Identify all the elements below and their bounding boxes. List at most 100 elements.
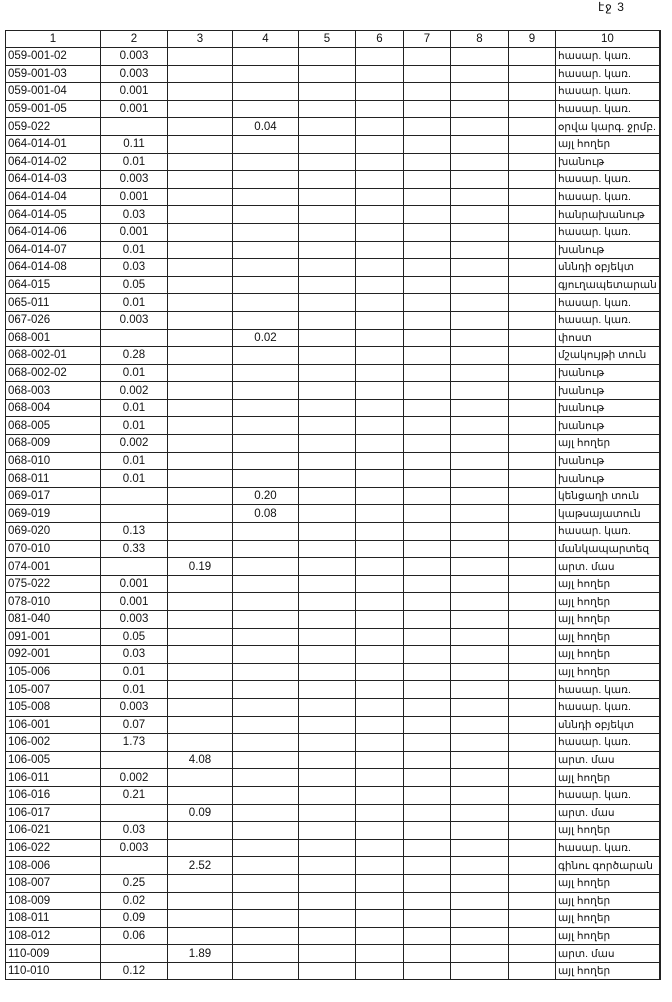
cell-col-1: 064-014-06 [5, 222, 101, 242]
cell-col-9 [508, 170, 556, 189]
cell-col-8 [450, 750, 509, 770]
cell-col-2 [100, 750, 168, 770]
cell-col-3 [167, 451, 233, 471]
cell-col-4 [232, 293, 299, 312]
cell-col-1: 064-014-04 [5, 187, 101, 207]
cell-col-8 [450, 99, 509, 119]
cell-col-10: այլ հողեր [554, 821, 661, 840]
cell-col-8 [450, 557, 509, 576]
table-row: 110-009 1.89 արտ. մաս [5, 944, 661, 963]
cell-col-5 [298, 557, 356, 576]
cell-col-1: 105-006 [5, 662, 101, 682]
cell-col-1: 106-002 [5, 733, 101, 752]
cell-col-5 [298, 328, 356, 348]
cell-col-8 [450, 205, 509, 224]
cell-col-9 [508, 504, 556, 524]
cell-col-5 [298, 873, 356, 893]
cell-col-1: 069-017 [5, 486, 101, 506]
cell-col-2: 0.09 [100, 909, 168, 928]
cell-col-7 [403, 310, 451, 330]
cell-col-9 [508, 522, 556, 541]
cell-col-4 [232, 99, 299, 119]
cell-col-8 [450, 64, 509, 84]
cell-col-10: հասար. կառ. [554, 293, 661, 312]
cell-col-3 [167, 310, 233, 330]
cell-col-6 [355, 434, 404, 453]
cell-col-5 [298, 486, 356, 506]
cell-col-3 [167, 47, 233, 66]
cell-col-5 [298, 909, 356, 928]
cell-col-7 [403, 873, 451, 893]
cell-col-1: 064-014-02 [5, 152, 101, 172]
cell-col-10: այլ հողեր [554, 574, 661, 594]
cell-col-9 [508, 293, 556, 312]
cell-col-7 [403, 768, 451, 787]
cell-col-3 [167, 152, 233, 172]
cell-col-9 [508, 328, 556, 348]
cell-col-10: հասար. կառ. [554, 733, 661, 752]
cell-col-2 [100, 117, 168, 136]
cell-col-8 [450, 785, 509, 805]
cell-col-7 [403, 117, 451, 136]
cell-col-2: 0.003 [100, 838, 168, 858]
cell-col-5 [298, 627, 356, 647]
cell-col-10: հասար. կառ. [554, 82, 661, 101]
cell-col-3: 0.19 [167, 557, 233, 576]
table-row: 106-005 4.08 արտ. մաս [5, 750, 661, 770]
cell-col-2: 0.003 [100, 64, 168, 84]
cell-col-6 [355, 346, 404, 365]
cell-col-9 [508, 592, 556, 611]
cell-col-1: 091-001 [5, 627, 101, 647]
cell-col-1: 106-017 [5, 803, 101, 823]
cell-col-7 [403, 222, 451, 242]
cell-col-9 [508, 838, 556, 858]
table-row: 106-002 1.73 հասար. կառ. [5, 733, 661, 752]
cell-col-2: 0.003 [100, 697, 168, 717]
cell-col-5 [298, 205, 356, 224]
cell-col-1: 068-011 [5, 469, 101, 488]
cell-col-3 [167, 592, 233, 611]
cell-col-5 [298, 539, 356, 559]
cell-col-10: կենցաղի տուն [554, 486, 661, 506]
cell-col-5 [298, 451, 356, 471]
cell-col-5 [298, 645, 356, 664]
cell-col-8 [450, 398, 509, 418]
cell-col-3 [167, 610, 233, 629]
cell-col-6 [355, 961, 404, 981]
cell-col-1: 065-011 [5, 293, 101, 312]
cell-col-1: 059-001-04 [5, 82, 101, 101]
cell-col-3 [167, 381, 233, 400]
cell-col-7 [403, 592, 451, 611]
cell-col-10: այլ հողեր [554, 627, 661, 647]
cell-col-8 [450, 645, 509, 664]
cell-col-10: այլ հողեր [554, 891, 661, 911]
cell-col-8 [450, 152, 509, 172]
table-row: 064-014-05 0.03 հանրախանութ [5, 205, 661, 224]
cell-col-6 [355, 416, 404, 436]
table-row: 075-022 0.001 այլ հողեր [5, 574, 661, 594]
cell-col-6 [355, 680, 404, 699]
cell-col-8 [450, 838, 509, 858]
cell-col-8 [450, 803, 509, 823]
cell-col-9 [508, 205, 556, 224]
cell-col-6 [355, 539, 404, 559]
cell-col-4 [232, 574, 299, 594]
cell-col-2: 0.01 [100, 662, 168, 682]
cell-col-7 [403, 504, 451, 524]
cell-col-4 [232, 539, 299, 559]
cell-col-2: 0.01 [100, 469, 168, 488]
cell-col-7 [403, 750, 451, 770]
cell-col-4 [232, 610, 299, 629]
cell-col-10: մշակույթի տուն [554, 346, 661, 365]
cell-col-3 [167, 785, 233, 805]
table-row: 106-021 0.03 այլ հողեր [5, 821, 661, 840]
cell-col-4 [232, 662, 299, 682]
cell-col-9 [508, 627, 556, 647]
cell-col-9 [508, 697, 556, 717]
cell-col-3 [167, 398, 233, 418]
cell-col-2: 0.21 [100, 785, 168, 805]
cell-col-9 [508, 539, 556, 559]
cell-col-10: այլ հողեր [554, 873, 661, 893]
cell-col-2: 0.01 [100, 363, 168, 383]
cell-col-4: 0.02 [232, 328, 299, 348]
